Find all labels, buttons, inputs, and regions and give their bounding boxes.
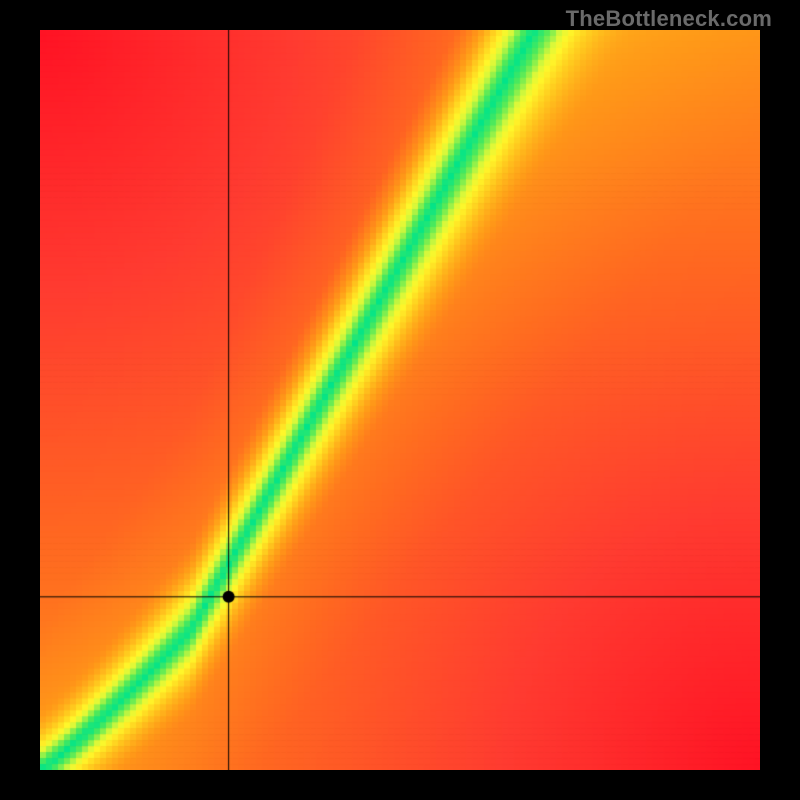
watermark-text: TheBottleneck.com: [566, 6, 772, 32]
heatmap-canvas: [40, 30, 760, 770]
bottleneck-heatmap: [40, 30, 760, 770]
